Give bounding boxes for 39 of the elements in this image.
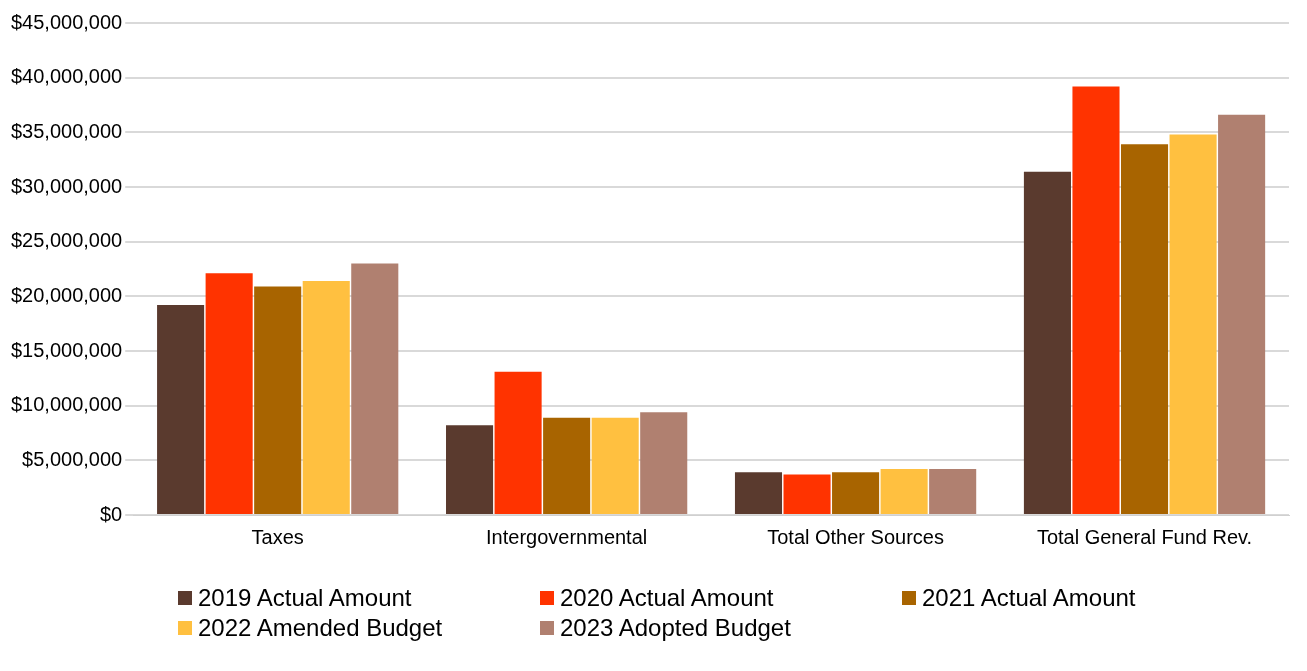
- x-tick-label: Total General Fund Rev.: [1036, 525, 1253, 548]
- bar: [205, 273, 253, 514]
- bar: [446, 425, 494, 514]
- bar: [1072, 86, 1120, 514]
- x-tick-label: Intergovernmental: [486, 525, 648, 548]
- y-tick-label: $45,000,000: [10, 10, 123, 33]
- bar: [1120, 144, 1169, 514]
- y-tick-label: $35,000,000: [10, 119, 123, 142]
- x-tick-label: Total Other Sources: [767, 525, 944, 548]
- y-tick-label: $40,000,000: [10, 65, 123, 88]
- bar: [494, 371, 542, 514]
- legend-label: 2021 Actual Amount: [922, 583, 1136, 613]
- bar: [543, 417, 591, 514]
- y-tick-label: $20,000,000: [10, 283, 123, 306]
- bar: [591, 417, 639, 514]
- y-tick-label: $0: [99, 502, 123, 525]
- legend-label: 2022 Amended Budget: [198, 613, 443, 643]
- bar: [157, 305, 205, 514]
- bar: [351, 263, 399, 514]
- bar: [1169, 134, 1217, 514]
- y-tick-label: $15,000,000: [10, 338, 123, 361]
- legend-label: 2023 Adopted Budget: [560, 613, 791, 643]
- bar: [302, 281, 350, 514]
- bar: [734, 472, 783, 514]
- bar: [1218, 114, 1266, 514]
- y-tick-label: $10,000,000: [10, 393, 123, 416]
- y-tick-label: $5,000,000: [22, 447, 123, 470]
- x-tick-label: Taxes: [251, 525, 304, 548]
- y-tick-label: $25,000,000: [10, 229, 123, 252]
- bar: [832, 472, 880, 514]
- y-tick-label: $30,000,000: [10, 174, 123, 197]
- bar: [1023, 171, 1071, 514]
- bar: [254, 286, 302, 514]
- legend-label: 2020 Actual Amount: [560, 583, 774, 613]
- bar: [783, 474, 831, 514]
- bar: [880, 469, 928, 514]
- bar: [640, 412, 688, 514]
- legend-label: 2019 Actual Amount: [198, 583, 412, 613]
- bar: [929, 469, 977, 514]
